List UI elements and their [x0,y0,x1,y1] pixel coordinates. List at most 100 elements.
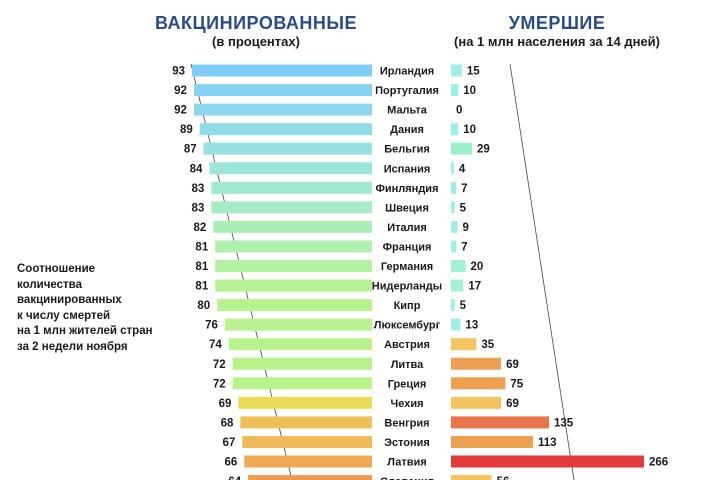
deaths-bar [451,357,502,370]
deaths-value-label: 69 [506,398,519,410]
deaths-value-label: 10 [463,124,476,136]
country-label: Кипр [394,300,421,312]
country-label: Франция [383,241,432,253]
country-label: Эстония [384,437,430,449]
deaths-bar [451,84,459,97]
vacc-value-label: 81 [195,241,208,253]
country-label: Литва [391,359,424,371]
vacc-value-label: 67 [223,437,236,449]
deaths-bar [451,299,455,312]
vacc-bar [232,377,372,390]
deaths-bar [451,64,462,77]
vacc-bar [203,142,372,155]
deaths-bar [451,240,457,253]
vacc-bar [224,318,372,331]
vacc-bar [211,181,372,194]
deaths-bar [451,318,461,331]
bars-group: 93 Ирландия 15 92 Португалия 10 92 Мальта 0 89 Дан… [172,64,668,480]
left-subtitle: (в процентах) [212,34,300,49]
deaths-value-label: 13 [465,320,478,332]
deaths-value-label: 7 [461,183,467,195]
chart-annotation: Соотношение количества вакцинированных к… [17,263,153,353]
vacc-value-label: 92 [174,85,187,97]
country-label: Мальта [387,105,428,117]
vacc-bar [213,220,372,233]
vacc-bar [215,240,372,253]
deaths-value-label: 5 [460,300,467,312]
vacc-bar [238,396,372,409]
deaths-value-label: 135 [554,417,574,429]
vacc-value-label: 92 [174,105,187,117]
country-label: Бельгия [384,144,430,156]
deaths-value-label: 20 [471,261,484,273]
right-subtitle: (на 1 млн населения за 14 дней) [454,34,660,49]
country-label: Швеция [385,202,429,214]
vacc-bar [215,279,372,292]
vacc-bar [244,455,372,468]
vacc-bar [193,103,372,116]
deaths-value-label: 17 [468,281,481,293]
deaths-value-label: 75 [510,378,523,390]
deaths-value-label: 9 [463,222,469,234]
deaths-value-label: 4 [459,163,466,175]
deaths-bar [451,396,502,409]
vacc-bar [240,416,372,429]
vacc-value-label: 74 [209,339,222,351]
country-label: Греция [388,378,427,390]
right-title: УМЕРШИЕ [509,13,606,33]
vacc-bar [215,260,372,272]
vacc-value-label: 83 [192,202,205,214]
deaths-value-label: 35 [481,339,494,351]
vacc-value-label: 82 [193,222,206,234]
vacc-value-label: 69 [219,398,232,410]
country-label: Германия [381,261,433,273]
deaths-bar [451,123,459,136]
deaths-bar [451,435,533,448]
vacc-value-label: 76 [205,320,218,332]
vacc-value-label: 66 [224,457,237,469]
deaths-bar [451,181,457,194]
deaths-bar [451,220,458,233]
vacc-bar [242,435,372,448]
deaths-bar [451,279,464,292]
deaths-value-label: 0 [456,105,462,117]
vacc-value-label: 64 [228,476,241,480]
country-label: Австрия [384,339,430,351]
deaths-bar [451,201,455,214]
country-label: Португалия [375,85,439,97]
country-label: Словения [380,476,434,480]
left-title: ВАКЦИНИРОВАННЫЕ [155,13,357,33]
deaths-value-label: 5 [460,202,467,214]
vacc-bar [232,357,372,370]
deaths-value-label: 266 [649,457,668,469]
deaths-trend-line [509,63,575,480]
deaths-value-label: 69 [506,359,519,371]
deaths-bar [451,162,454,175]
deaths-value-label: 56 [497,476,510,480]
vacc-value-label: 72 [213,378,226,390]
vacc-value-label: 68 [221,417,234,429]
vacc-value-label: 80 [197,300,210,312]
country-label: Дания [390,124,424,136]
deaths-bar [451,475,492,480]
country-label: Люксембург [374,320,441,332]
vacc-bar [228,338,372,351]
country-label: Италия [387,222,427,234]
deaths-bar [451,142,473,155]
vacc-bar [211,201,372,214]
deaths-bar [451,377,506,390]
deaths-bar [451,260,466,272]
country-label: Венгрия [384,417,429,429]
country-label: Финляндия [375,183,438,195]
vacc-value-label: 81 [195,261,208,273]
vacc-value-label: 89 [180,124,193,136]
deaths-bar [451,338,477,351]
vacc-value-label: 83 [192,183,205,195]
deaths-bar [451,416,549,429]
country-label: Испания [384,163,431,175]
vacc-bar [209,162,372,175]
vacc-bar [193,84,372,97]
deaths-value-label: 29 [477,144,490,156]
vacc-bar [199,123,372,136]
